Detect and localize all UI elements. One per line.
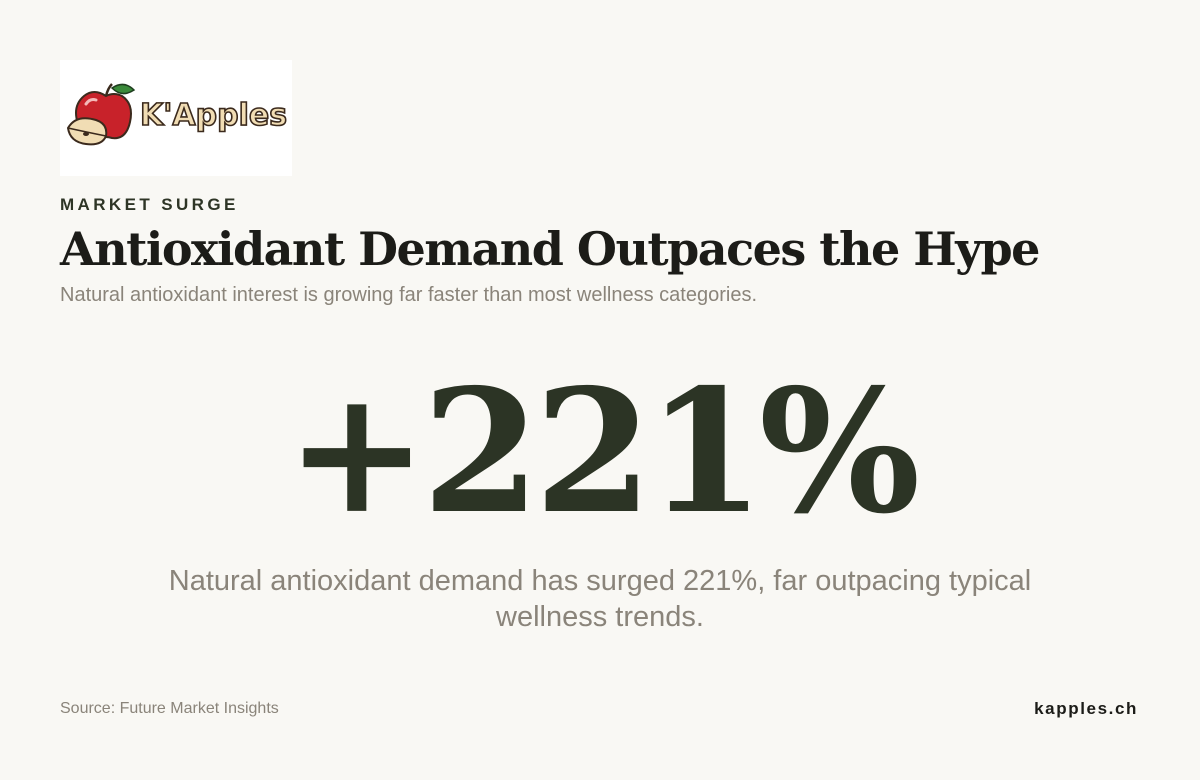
eyebrow-label: MARKET SURGE <box>60 195 239 214</box>
page-subtitle: Natural antioxidant interest is growing … <box>60 284 758 306</box>
stat-value: +221% <box>285 352 921 552</box>
stat-description: Natural antioxidant demand has surged 22… <box>168 565 1032 633</box>
brand-logo-text: K'Apples <box>139 97 288 134</box>
site-url: kapples.ch <box>1034 699 1138 718</box>
brand-logo: K'Apples <box>60 60 292 176</box>
apple-icon <box>66 83 136 146</box>
source-citation: Source: Future Market Insights <box>60 700 279 717</box>
page-title: Antioxidant Demand Outpaces the Hype <box>60 222 1040 276</box>
